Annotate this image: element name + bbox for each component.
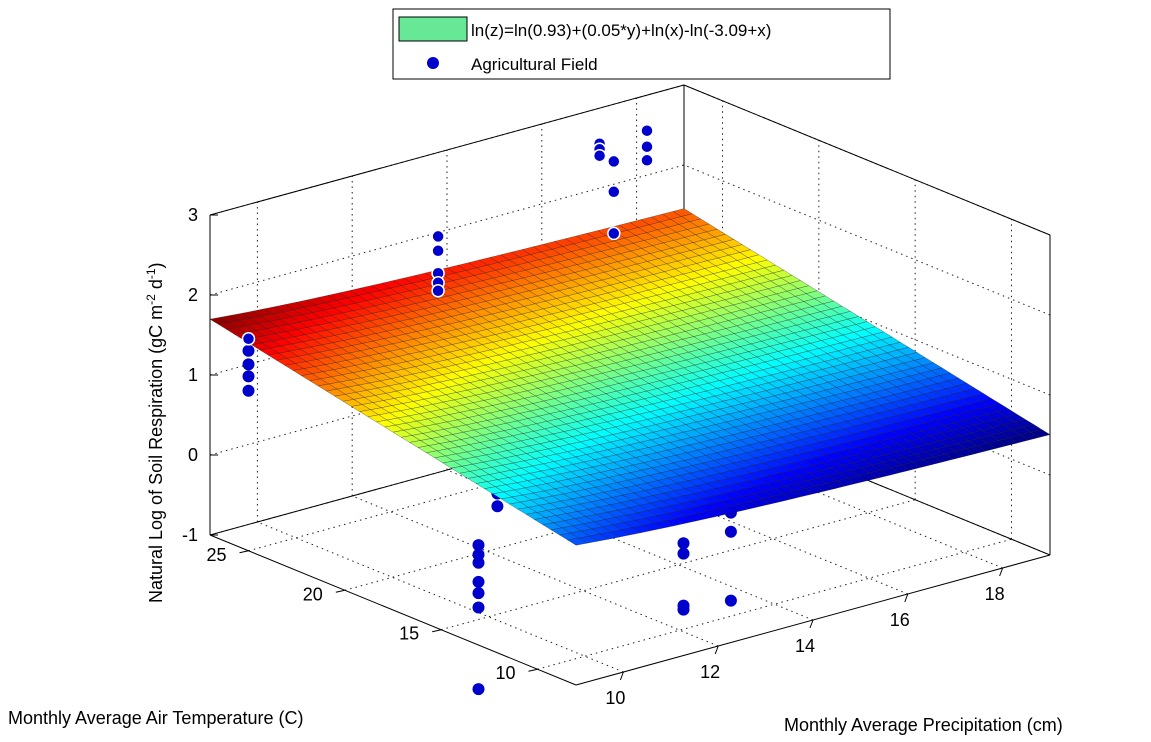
data-point: [242, 384, 255, 397]
x-tick-label: 12: [700, 662, 720, 682]
data-point: [242, 358, 255, 371]
data-point: [677, 537, 690, 550]
data-point: [241, 332, 256, 346]
grid-line: [537, 538, 1012, 670]
data-point: [431, 229, 445, 244]
z-tick-label: 1: [188, 365, 198, 385]
data-point: [472, 539, 485, 552]
data-point: [607, 226, 621, 241]
data-point: [724, 525, 737, 538]
box-edge: [683, 84, 1051, 236]
y-tick-mark: [432, 629, 442, 633]
legend-surface-swatch: [398, 16, 468, 42]
y-tick-mark: [239, 550, 249, 554]
legend-marker-swatch: [427, 57, 439, 69]
z-tick-label: 2: [188, 285, 198, 305]
data-point: [592, 148, 607, 163]
x-tick-mark: [999, 567, 1004, 577]
surface-cell: [1030, 429, 1051, 438]
data-point: [677, 547, 690, 560]
z-tick-label: 0: [188, 445, 198, 465]
data-point: [431, 244, 445, 258]
points-above-surface: [241, 123, 654, 346]
y-axis-line: [209, 534, 577, 686]
data-point: [724, 594, 737, 607]
data-point: [242, 344, 255, 357]
data-point: [491, 500, 504, 513]
z-tick-label: 3: [188, 205, 198, 225]
x-tick-mark: [904, 593, 909, 603]
y-tick-label: 10: [495, 663, 515, 683]
data-point: [242, 370, 255, 383]
y-tick-label: 20: [303, 584, 323, 604]
y-tick-label: 15: [399, 624, 419, 644]
data-point: [607, 154, 621, 169]
y-tick-mark: [335, 589, 345, 593]
surface-plot: [209, 208, 1051, 546]
data-point: [472, 683, 485, 696]
x-tick-mark: [619, 671, 624, 681]
data-point: [640, 139, 654, 154]
legend: ln(z)=ln(0.93)+(0.05*y)+ln(x)-ln(-3.09+x…: [392, 8, 891, 80]
x-tick-mark: [809, 619, 814, 629]
z-axis-label: Natural Log of Soil Respiration (gC m-2 …: [144, 263, 166, 604]
x-tick-label: 16: [890, 610, 910, 630]
y-tick-mark: [528, 668, 538, 672]
data-point: [472, 587, 485, 600]
x-tick-label: 14: [795, 636, 815, 656]
data-point: [472, 601, 485, 614]
data-point: [472, 575, 485, 588]
z-tick-label: -1: [182, 525, 198, 545]
data-point: [472, 556, 485, 569]
x-tick-mark: [714, 645, 719, 655]
y-axis-label: Monthly Average Air Temperature (C): [8, 708, 303, 728]
y-tick-label: 25: [206, 545, 226, 565]
x-axis-label: Monthly Average Precipitation (cm): [784, 715, 1063, 735]
x-tick-label: 18: [985, 584, 1005, 604]
data-point: [431, 284, 445, 298]
legend-surface-label: ln(z)=ln(0.93)+(0.05*y)+ln(x)-ln(-3.09+x…: [471, 21, 771, 40]
data-point: [640, 123, 654, 138]
legend-marker-label: Agricultural Field: [471, 55, 598, 74]
x-tick-label: 10: [605, 688, 625, 708]
legend-box: [392, 8, 891, 80]
data-point: [607, 185, 621, 199]
data-point: [677, 603, 690, 616]
box-edge: [209, 84, 685, 216]
data-point: [640, 153, 654, 168]
